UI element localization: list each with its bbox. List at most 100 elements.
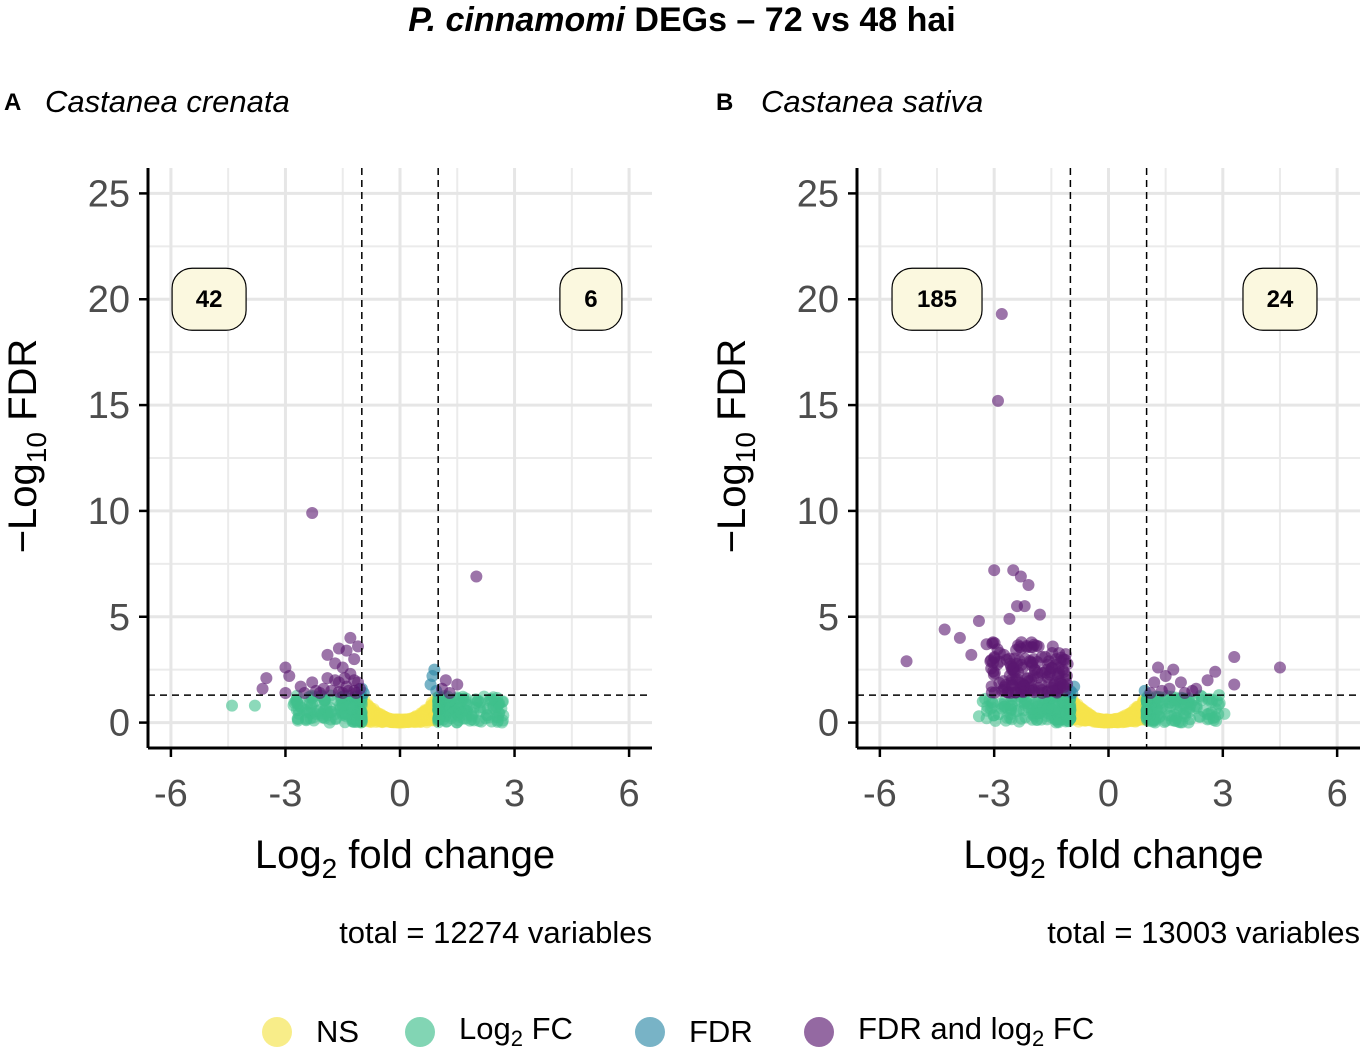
legend-label-log2fc: Log2 FC — [459, 1011, 573, 1052]
y-tick-label: 5 — [109, 597, 130, 639]
y-tick-label: 0 — [818, 703, 839, 745]
ns-point — [405, 714, 418, 727]
fdr-and-log2fc-point — [993, 646, 1006, 659]
fdr-and-log2fc-point — [340, 644, 353, 657]
y-tick-label: 20 — [797, 279, 839, 321]
fdr-and-log2fc-point — [338, 672, 351, 685]
fdr-and-log2fc-points — [900, 308, 1286, 699]
fdr-and-log2fc-point — [332, 685, 345, 698]
log2fc-point — [1170, 703, 1183, 716]
log2fc-point — [1147, 714, 1160, 727]
log2fc-point — [1041, 713, 1054, 726]
fdr-and-log2fc-point — [972, 614, 985, 627]
legend-item-fdr-and-log2fc: FDR and log2 FC — [804, 1010, 1094, 1054]
fdr-and-log2fc-point — [321, 648, 334, 661]
fdr-and-log2fc-point — [900, 655, 913, 668]
ns-point — [1125, 707, 1138, 720]
fdr-and-log2fc-point — [987, 668, 1000, 681]
ns-point — [1094, 713, 1107, 726]
fdr-and-log2fc-point — [1014, 570, 1027, 583]
fdr-and-log2fc-point — [953, 631, 966, 644]
panel-b-letter: B — [716, 89, 734, 116]
fdr-and-log2fc-point — [1228, 650, 1241, 663]
log2fc-point — [1060, 706, 1073, 719]
log2fc-point — [350, 712, 363, 725]
volcano-plots: 42 6 0 5 10 15 20 25 -6 -3 0 3 6 Log2 fold change −Log… — [1, 168, 1360, 950]
fdr-and-log2fc-point — [350, 686, 363, 699]
grid-lines — [857, 168, 1360, 748]
fdr-and-log2fc-point — [348, 674, 361, 687]
grid-lines — [148, 168, 652, 748]
legend-swatch-ns — [262, 1017, 292, 1047]
y-tick-label: 25 — [797, 173, 839, 215]
legend-swatch-log2fc — [405, 1017, 435, 1047]
log2fc-point — [1202, 692, 1215, 705]
log2fc-point — [437, 713, 450, 726]
fdr-and-log2fc-point — [1061, 658, 1074, 671]
x-tick-label: 0 — [1098, 773, 1119, 815]
log2fc-point — [1041, 702, 1054, 715]
panel-b-title: Castanea sativa — [761, 84, 984, 119]
y-axis-label: −Log10 FDR — [1, 339, 52, 554]
fdr-and-log2fc-point — [1017, 680, 1030, 693]
fdr-and-log2fc-point — [1042, 658, 1055, 671]
fdr-and-log2fc-point — [1046, 684, 1059, 697]
fdr-and-log2fc-point — [1148, 676, 1161, 689]
y-tick-label: 25 — [88, 173, 130, 215]
fdr-and-log2fc-point — [1174, 676, 1187, 689]
fdr-and-log2fc-point — [984, 655, 997, 668]
fdr-and-log2fc-point — [1155, 684, 1168, 697]
legend-item-ns: NS — [262, 1010, 359, 1054]
log2fc-point — [334, 703, 347, 716]
log2fc-point — [485, 693, 498, 706]
total-caption: total = 13003 variables — [1047, 915, 1360, 950]
fdr-and-log2fc-point — [980, 638, 993, 651]
ns-point — [1110, 712, 1123, 725]
legend: NS Log2 FC FDR FDR and log2 FC — [0, 1010, 1364, 1054]
log2fc-point — [226, 699, 238, 712]
log2fc-point — [291, 697, 304, 710]
log2fc-point — [311, 704, 324, 717]
title-rest: DEGs – 72 vs 48 hai — [624, 1, 956, 39]
x-tick-label: -6 — [863, 773, 897, 815]
log2fc-point — [346, 702, 359, 715]
ns-points — [1064, 692, 1153, 729]
y-axis-label: −Log10 FDR — [710, 339, 761, 554]
fdr-and-log2fc-point — [470, 570, 483, 583]
legend-label-fdr-and-log2fc: FDR and log2 FC — [858, 1011, 1095, 1052]
legend-item-log2fc: Log2 FC — [405, 1010, 573, 1054]
fdr-and-log2fc-point — [988, 564, 1001, 577]
fdr-and-log2fc-point — [1159, 670, 1172, 683]
y-tick-label: 10 — [797, 491, 839, 533]
x-tick-label: 3 — [504, 773, 525, 815]
main-title: P. cinnamomi DEGs – 72 vs 48 hai — [0, 0, 1364, 40]
fdr-and-log2fc-point — [451, 678, 464, 691]
fdr-and-log2fc-point — [1051, 668, 1064, 681]
fdr-and-log2fc-point — [1020, 641, 1033, 654]
x-axis-label: Log2 fold change — [963, 833, 1263, 884]
fdr-and-log2fc-point — [1031, 666, 1044, 679]
panel-a: 42 6 0 5 10 15 20 25 -6 -3 0 3 6 Log2 fold change −Log… — [1, 168, 652, 950]
fdr-and-log2fc-point — [1186, 684, 1199, 697]
legend-swatch-fdr-and-log2fc — [804, 1017, 834, 1047]
x-tick-label: -3 — [269, 773, 303, 815]
log2fc-point — [1018, 696, 1031, 709]
fdr-and-log2fc-point — [306, 507, 319, 520]
total-caption: total = 12274 variables — [339, 915, 652, 950]
panel-b: 185 24 0 5 10 15 20 25 -6 -3 0 3 6 Log2 fold change −L… — [710, 168, 1360, 950]
legend-label-fdr: FDR — [689, 1014, 753, 1049]
fdr-and-log2fc-point — [1201, 674, 1214, 687]
fdr-and-log2fc-point — [283, 670, 296, 683]
fdr-and-log2fc-point — [1144, 686, 1157, 699]
fdr-and-log2fc-point — [443, 686, 456, 699]
y-tick-label: 15 — [797, 385, 839, 427]
fdr-and-log2fc-point — [1152, 661, 1165, 674]
fdr-and-log2fc-point — [1033, 608, 1046, 621]
fdr-and-log2fc-point — [1209, 665, 1222, 678]
fdr-and-log2fc-point — [1057, 679, 1070, 692]
log2fc-point — [976, 695, 989, 708]
log2fc-point — [448, 705, 461, 718]
count-label-box — [171, 267, 247, 331]
title-species: P. cinnamomi — [408, 1, 625, 39]
fdr-and-log2fc-point — [260, 672, 273, 685]
